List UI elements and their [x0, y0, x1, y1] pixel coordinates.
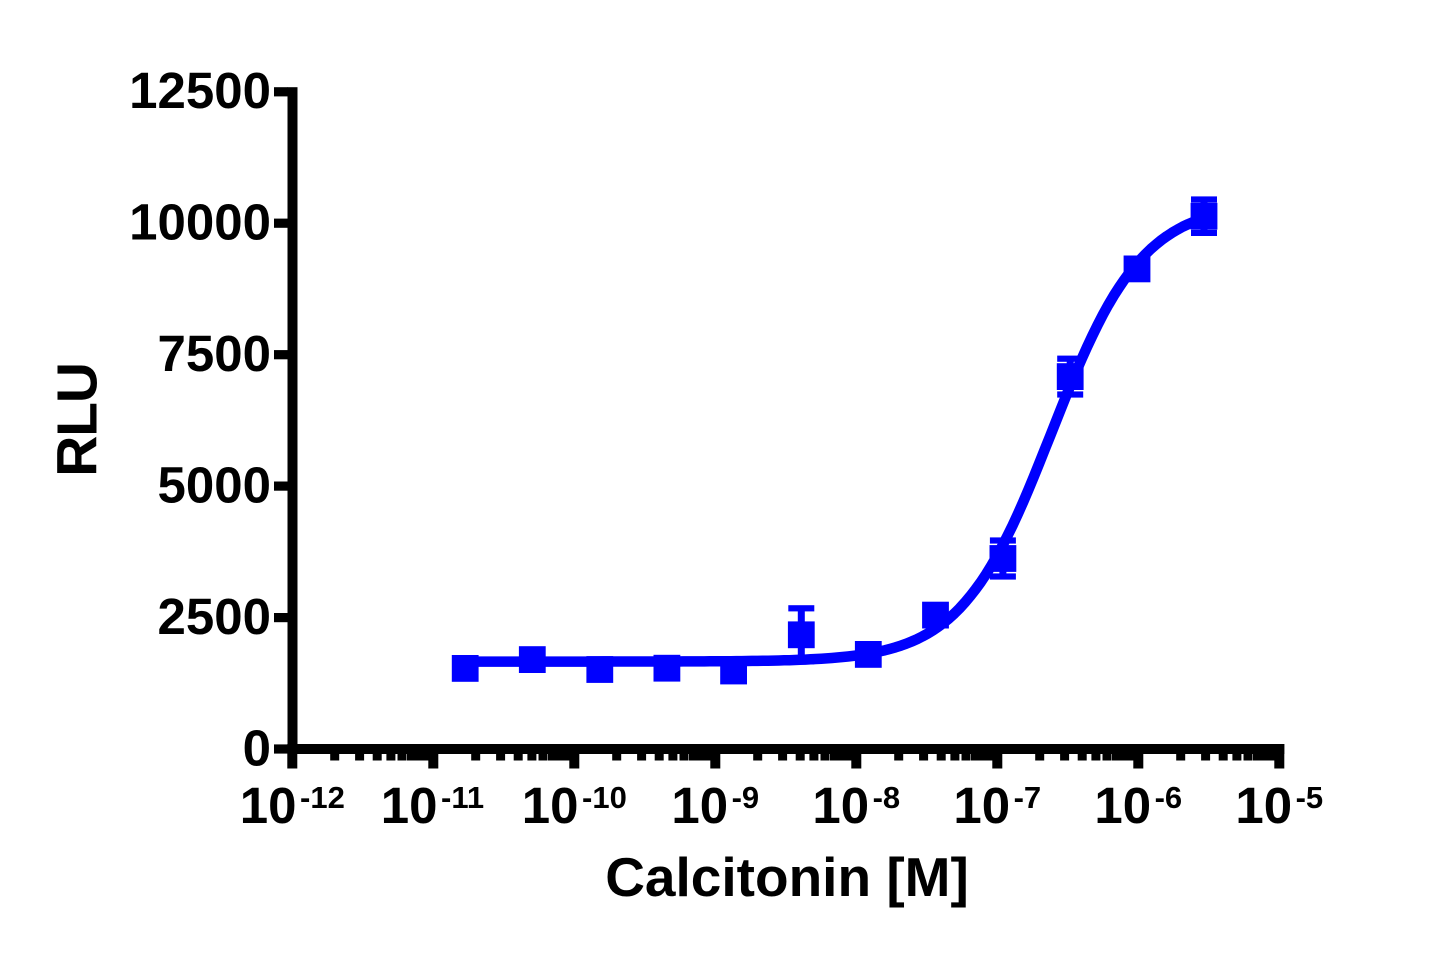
svg-text:10: 10: [240, 777, 297, 834]
svg-text:12500: 12500: [129, 62, 271, 119]
svg-text:7500: 7500: [158, 325, 271, 382]
svg-text:-12: -12: [300, 780, 345, 815]
svg-text:10: 10: [522, 777, 579, 834]
svg-text:10: 10: [1235, 777, 1292, 834]
svg-text:10: 10: [953, 777, 1010, 834]
svg-text:RLU: RLU: [46, 363, 110, 477]
svg-text:Calcitonin [M]: Calcitonin [M]: [605, 846, 969, 908]
svg-text:10000: 10000: [129, 194, 271, 251]
svg-text:0: 0: [243, 719, 271, 776]
svg-text:-9: -9: [732, 780, 760, 815]
svg-text:10: 10: [381, 777, 438, 834]
svg-text:10: 10: [1094, 777, 1151, 834]
svg-text:-11: -11: [441, 780, 484, 815]
svg-text:5000: 5000: [158, 457, 271, 514]
svg-text:-8: -8: [873, 780, 901, 815]
svg-text:-7: -7: [1014, 780, 1042, 815]
svg-text:-6: -6: [1155, 780, 1183, 815]
svg-text:10: 10: [812, 777, 869, 834]
svg-text:-10: -10: [582, 780, 627, 815]
svg-text:-5: -5: [1296, 780, 1324, 815]
svg-text:2500: 2500: [158, 588, 271, 645]
svg-text:10: 10: [671, 777, 728, 834]
